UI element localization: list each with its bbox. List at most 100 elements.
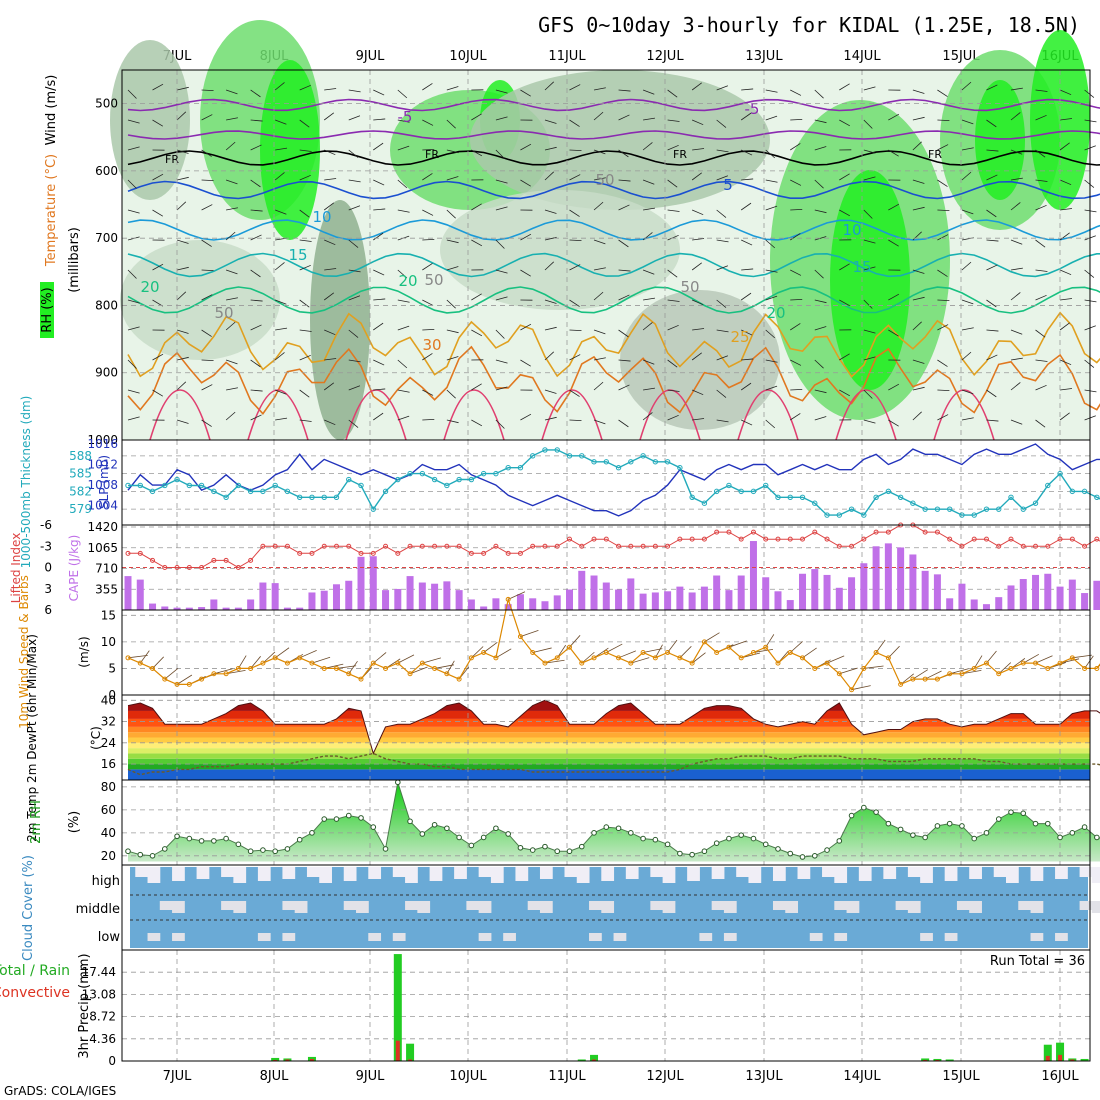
wind-barb [544, 209, 557, 214]
lifted-index-point [235, 565, 241, 570]
cape-bar [639, 593, 647, 610]
wind-barb [152, 83, 164, 91]
date-label-top: 12JUL [646, 49, 684, 64]
precip-tick: 8.72 [89, 1010, 116, 1024]
thickness-point [775, 494, 781, 501]
thickness-point [493, 470, 499, 477]
cape-bar [296, 607, 304, 610]
wind-barb [642, 89, 655, 95]
wind-speed-point [162, 676, 168, 682]
wind-barb [1035, 89, 1048, 92]
wind-barb [814, 179, 824, 189]
wind-speed-point [689, 660, 695, 666]
wind-barb [201, 114, 213, 121]
cloud-high-block [858, 867, 872, 881]
y-unit-wind10: (m/s) [77, 636, 91, 667]
lifted-index-point [996, 543, 1002, 549]
wind-barb [139, 650, 150, 664]
lifted-index-point [689, 536, 695, 542]
wind-barb [961, 261, 972, 271]
wind-barb [422, 389, 434, 396]
wind-barb [839, 173, 850, 181]
cloud-high-block [907, 867, 921, 877]
cape-bar [860, 563, 868, 610]
wind-barb [814, 209, 827, 214]
rh-point [738, 832, 744, 838]
thickness-point [235, 482, 242, 489]
cloud-high-block [172, 867, 185, 881]
wind-speed-point [922, 676, 928, 682]
wind-barb [226, 117, 238, 121]
wind-barb [152, 209, 164, 217]
wind-barb [127, 179, 137, 189]
wind-barb [1084, 389, 1097, 393]
wind-barb [618, 419, 629, 428]
wind-barb [274, 262, 285, 271]
thickness-point [480, 470, 487, 477]
wind-speed-point [1082, 665, 1088, 671]
precip-total-bar [406, 1043, 415, 1061]
rh-point [897, 826, 904, 833]
wind-barb [250, 324, 262, 331]
rh-point [125, 848, 131, 855]
wind-barb [446, 176, 459, 181]
wind-barb [937, 234, 949, 241]
wind-barb [152, 119, 164, 127]
y-label-wind10: 10m Wind Speed & Barbs [17, 575, 31, 729]
date-label-bottom: 12JUL [646, 1069, 684, 1084]
wind-barb [716, 419, 729, 423]
wind-barb [826, 655, 845, 664]
wind-barb [422, 353, 433, 361]
wind-barb [691, 299, 704, 306]
lifted-index-point [824, 536, 830, 542]
wind-barb [397, 299, 410, 303]
isotherm-label: 20 [140, 278, 159, 296]
precip-convective-bar [592, 1059, 597, 1061]
wind-barb [1035, 149, 1046, 158]
rh-point [370, 824, 377, 830]
wind-barb [937, 209, 950, 212]
rh-point [934, 823, 941, 829]
cloud-high-block [257, 867, 271, 881]
wind-speed-point [370, 660, 376, 666]
rh-point [284, 846, 291, 852]
wind-barb [1010, 357, 1023, 361]
wind-barb [324, 329, 336, 336]
cape-bar [713, 575, 721, 610]
wind-speed-point [346, 671, 352, 677]
cloud-high-block [834, 867, 848, 883]
thickness-point [787, 494, 793, 501]
wind-speed-point [554, 655, 560, 661]
wind-barb [262, 651, 276, 664]
wind-barb [667, 389, 680, 392]
precip-total-bar [1043, 1044, 1052, 1061]
wind-barb [814, 326, 827, 331]
wind-barb [593, 381, 604, 391]
li-tick: 0 [44, 561, 52, 575]
wind-barb [275, 389, 287, 395]
wind-barb [201, 384, 213, 391]
slp-line [127, 443, 1100, 517]
cape-bar [418, 582, 426, 610]
rh-point [603, 824, 610, 830]
cloud-high-block [969, 867, 982, 879]
wind-barb [471, 383, 482, 391]
cloud-high-block [944, 867, 958, 881]
cloud-high-block [601, 867, 615, 881]
wind-barb [986, 84, 998, 91]
wind-barb [471, 419, 483, 427]
wind-barb [765, 115, 778, 121]
cape-bar [332, 584, 340, 610]
cloud-high-block [454, 867, 467, 879]
thickness-point [431, 476, 438, 483]
wind-barb [250, 299, 263, 302]
date-label-top: 9JUL [356, 49, 386, 64]
cloud-mid-block [969, 901, 982, 913]
wind-speed-point [150, 665, 156, 671]
temp-band [128, 710, 1090, 719]
cape-bar [1093, 580, 1100, 610]
wind-barb [520, 143, 532, 151]
wind-barb [1035, 655, 1053, 664]
cape-bar [185, 607, 193, 610]
rh-point [517, 844, 524, 851]
